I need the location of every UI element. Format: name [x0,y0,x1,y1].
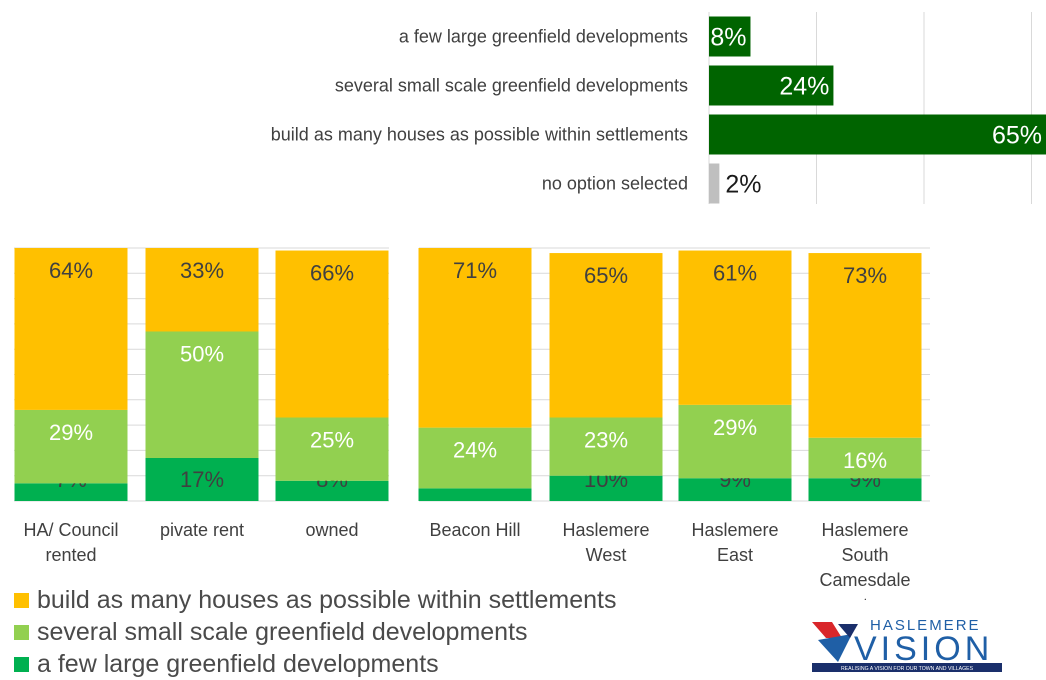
bar-segment [678,250,792,405]
legend-swatch [14,656,29,672]
category-label: pivate rent [160,520,244,540]
data-label: 29% [713,415,757,440]
data-label: 71% [453,258,497,283]
legend-swatch [14,592,29,608]
bar-segment [808,478,922,501]
bar-segment [275,480,389,501]
data-label: 24% [779,73,829,101]
bar-segment [418,248,532,428]
legend-item-few-large: a few large greenfield developments [14,648,616,680]
legend-label: a few large greenfield developments [37,650,439,678]
stacked-bar-chart-by-group: 7%29%64%HA/ Councilrented17%50%33%pivate… [14,247,930,600]
category-label: no option selected [542,174,688,194]
category-label: Camesdale [819,570,910,590]
data-label: 24% [453,438,497,463]
data-label: 33% [180,258,224,283]
data-label: 25% [310,428,354,453]
category-label: several small scale greenfield developme… [335,76,688,96]
data-label: 2% [725,171,761,199]
bar-segment [145,248,259,332]
category-label: rented [45,545,96,565]
data-label: 17% [180,467,224,492]
bar-segment [808,437,922,479]
bar-segment [14,409,128,484]
bar-segment [418,488,532,501]
legend-item-several-small: several small scale greenfield developme… [14,616,616,648]
logo-word-main: VISION [854,630,993,668]
overall-preference-bar-chart: a few large greenfield developments 8% sev… [271,12,1046,204]
bar [709,16,751,57]
haslemere-vision-logo: HASLEMERE VISION REALISING A VISION FOR … [812,614,1002,674]
category-label: South [841,545,888,565]
category-label: Haslemere [821,520,908,540]
category-label: West [586,545,627,565]
chart-legend: build as many houses as possible within … [14,584,616,680]
legend-item-build-within: build as many houses as possible within … [14,584,616,616]
logo-emblem-blue [818,634,852,662]
logo-tagline: REALISING A VISION FOR OUR TOWN AND VILL… [841,666,974,672]
legend-label: several small scale greenfield developme… [37,618,528,646]
data-label: 50% [180,341,224,366]
bar-segment [275,250,389,418]
bar-segment [549,253,663,418]
data-label: 8% [710,24,746,52]
data-label: 66% [310,261,354,286]
data-label: 65% [992,122,1042,150]
bar-segment [14,483,128,501]
category-label: HA/ Council [23,520,118,540]
data-label: 23% [584,428,628,453]
category-label: owned [305,520,358,540]
logo-emblem-navy [838,624,858,638]
data-label: 16% [843,448,887,473]
legend-swatch [14,624,29,640]
category-label: East [717,545,753,565]
bar-segment [678,404,792,479]
data-label: 65% [584,263,628,288]
data-label: 73% [843,263,887,288]
bar-segment [145,331,259,458]
legend-label: build as many houses as possible within … [37,586,617,614]
data-label: 64% [49,258,93,283]
bar-segment [549,417,663,476]
category-label: etc [853,595,877,600]
bar-segment [275,417,389,481]
logo-emblem-red [812,622,842,638]
bar [709,114,1046,155]
category-label: a few large greenfield developments [399,27,688,47]
category-label: Haslemere [562,520,649,540]
bar-segment [418,427,532,489]
category-label: Haslemere [691,520,778,540]
logo-word-top: HASLEMERE [870,617,981,634]
bar-segment [145,457,259,501]
bar [709,163,720,204]
bar [709,65,834,106]
data-label: 29% [49,420,93,445]
bar-segment [549,475,663,501]
bar-segment [678,478,792,501]
data-label: 61% [713,261,757,286]
bar-segment [14,248,128,410]
bar-segment [808,253,922,438]
category-label: build as many houses as possible within … [271,125,688,145]
category-label: Beacon Hill [429,520,520,540]
logo-tagline-bar [812,663,1002,672]
